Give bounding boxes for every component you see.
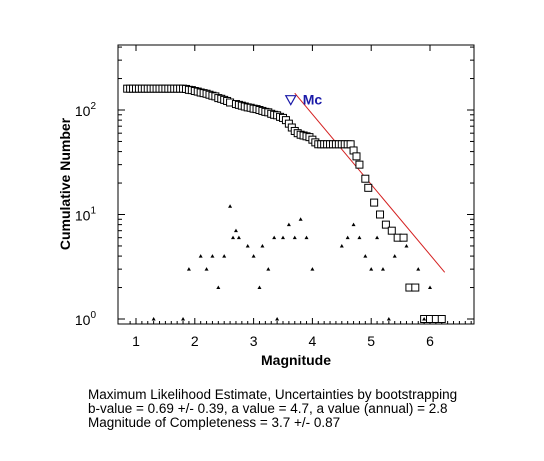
noncumulative-point <box>198 254 203 258</box>
noncumulative-point <box>380 267 385 271</box>
noncumulative-point <box>363 254 368 258</box>
noncumulative-point <box>151 317 156 321</box>
x-tick-label: 6 <box>426 333 434 349</box>
noncumulative-point <box>245 243 250 248</box>
noncumulative-point <box>216 285 221 290</box>
cumulative-point <box>437 315 446 323</box>
x-tick-label: 1 <box>132 333 140 349</box>
noncumulative-point <box>386 317 391 321</box>
x-tick-label: 5 <box>367 333 375 349</box>
noncumulative-point <box>251 254 256 258</box>
noncumulative-point <box>292 235 297 240</box>
mc-marker <box>284 95 297 106</box>
noncumulative-point <box>304 235 309 240</box>
cumulative-point <box>399 233 408 242</box>
noncumulative-point <box>339 243 344 248</box>
noncumulative-point <box>351 222 356 227</box>
noncumulative-point <box>275 317 280 321</box>
y-tick-label: 102 <box>75 101 97 119</box>
x-axis-title: Magnitude <box>261 352 331 368</box>
noncumulative-point <box>416 267 421 271</box>
b-value-fit-line <box>294 92 446 273</box>
noncumulative-point <box>272 235 277 240</box>
cumulative-point <box>387 226 396 235</box>
noncumulative-point <box>186 267 191 271</box>
plot-frame <box>117 44 475 325</box>
noncumulative-point <box>210 254 215 258</box>
y-tick-label: 101 <box>75 206 97 224</box>
noncumulative-point <box>369 267 374 271</box>
noncumulative-point <box>428 285 432 290</box>
caption-method: Maximum Likelihood Estimate, Uncertainti… <box>88 387 458 402</box>
cumulative-point <box>381 220 390 229</box>
noncumulative-point <box>204 267 209 271</box>
noncumulative-point <box>422 317 427 321</box>
noncumulative-point <box>286 222 291 227</box>
y-tick-label: 100 <box>75 310 97 328</box>
mc-label: Mc <box>303 92 323 108</box>
noncumulative-point <box>266 267 271 271</box>
noncumulative-point <box>298 217 303 221</box>
noncumulative-point <box>310 267 315 271</box>
x-tick-label: 3 <box>250 333 258 349</box>
noncumulative-point <box>231 235 236 240</box>
noncumulative-point <box>222 254 227 258</box>
noncumulative-point <box>345 235 350 240</box>
noncumulative-point <box>236 235 241 240</box>
noncumulative-point <box>257 285 262 290</box>
noncumulative-point <box>357 235 362 240</box>
noncumulative-point <box>375 235 380 240</box>
cumulative-point <box>364 183 373 192</box>
estimate-caption: Maximum Likelihood Estimate, Uncertainti… <box>88 388 528 430</box>
caption-b-value: b-value = 0.69 +/- 0.39, a value = 4.7, … <box>88 401 448 416</box>
noncumulative-point <box>404 243 409 248</box>
cumulative-point <box>370 198 379 207</box>
cumulative-point <box>411 283 420 292</box>
x-tick-label: 4 <box>309 333 317 349</box>
y-axis-title: Cumulative Number <box>57 117 73 250</box>
noncumulative-point <box>260 243 265 248</box>
noncumulative-point <box>181 317 186 321</box>
cumulative-point <box>355 160 364 169</box>
noncumulative-point <box>392 254 397 258</box>
noncumulative-point <box>281 235 285 240</box>
x-tick-label: 2 <box>191 333 199 349</box>
caption-completeness: Magnitude of Completeness = 3.7 +/- 0.87 <box>88 415 341 430</box>
noncumulative-point <box>233 228 238 233</box>
cumulative-point <box>376 210 385 219</box>
cumulative-point <box>352 152 361 161</box>
noncumulative-point <box>228 204 233 208</box>
cumulative-point <box>361 174 370 183</box>
